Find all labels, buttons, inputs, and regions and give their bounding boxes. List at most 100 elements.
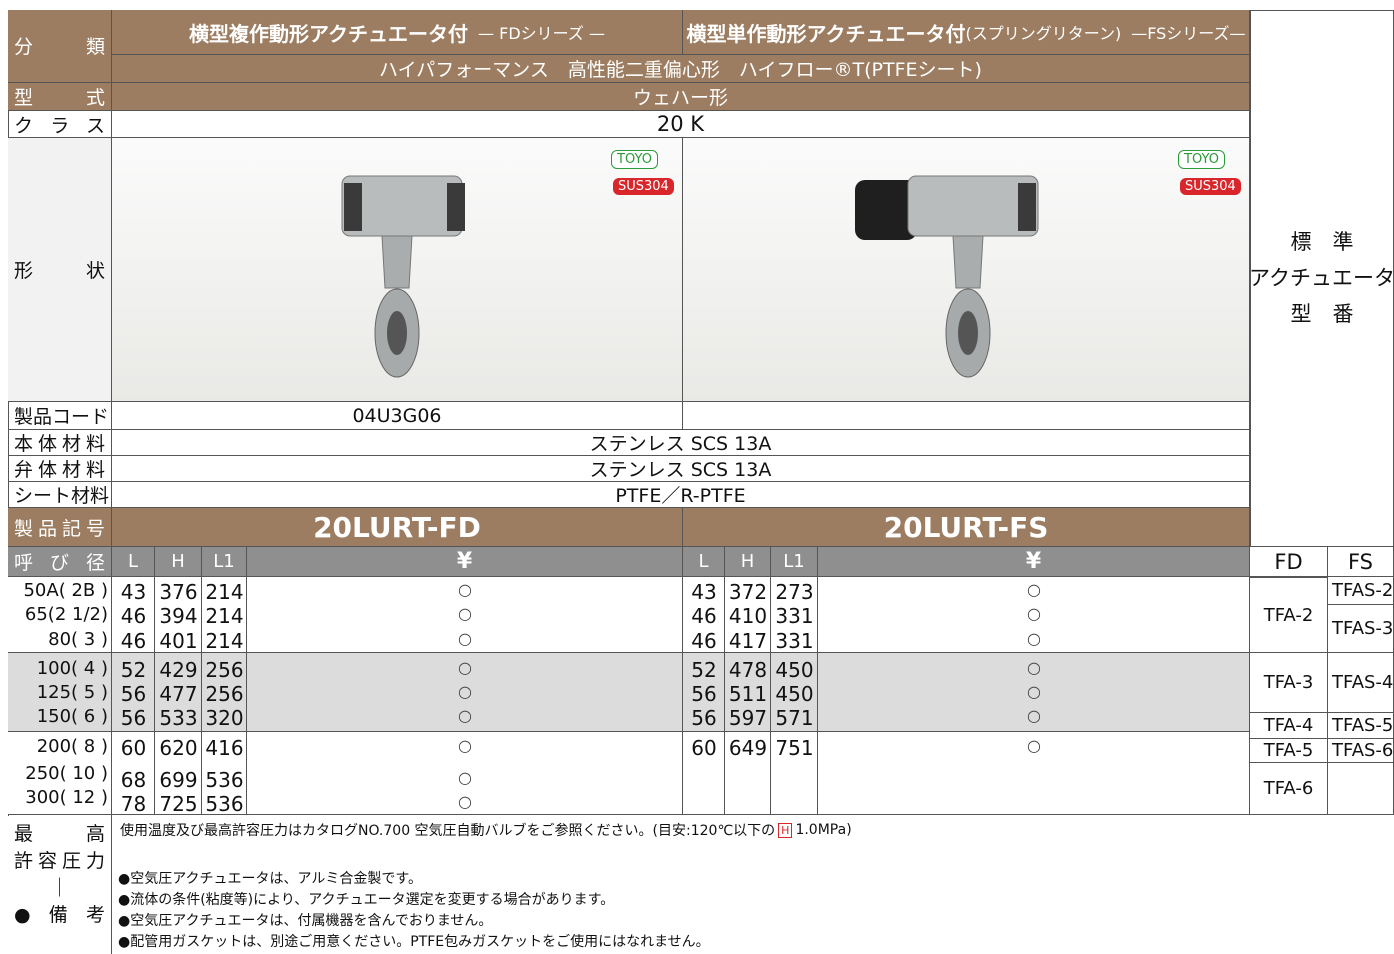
series-title: 横型単作動形アクチュエータ付 (スプリングリターン) —FSシリーズ—: [683, 10, 1250, 55]
column-header: ¥: [247, 547, 683, 577]
footer-label-line: ●備考: [14, 904, 105, 926]
series-title-text: 横型複作動形アクチュエータ付: [189, 21, 469, 46]
row-label-text: 製品コード: [14, 406, 110, 428]
actuator-model: TFAS-4: [1328, 653, 1394, 713]
actuator-header: 標 準アクチュエータ型 番: [1249, 10, 1394, 547]
note-item: ●空気圧アクチュエータは、アルミ合金製です。: [118, 871, 422, 887]
nominal-size: 250( 10 ): [25, 763, 108, 784]
row-band: [8, 577, 1250, 653]
cell-value: 536: [205, 768, 244, 792]
nominal-size: 100( 4 ): [36, 658, 108, 679]
column-strip: [247, 577, 683, 815]
cell-value: ○: [1027, 682, 1041, 701]
note-item: ●流体の条件(粘度等)により、アクチュエータ選定を変更する場合があります。: [118, 892, 615, 908]
body-material: ステンレス SCS 13A: [112, 430, 1250, 456]
material-badge: SUS304: [613, 178, 674, 195]
column-strip: [112, 577, 155, 815]
pressure-note: 使用温度及び最高許容圧力はカタログNO.700 空気圧自動バルブをご参照ください…: [120, 820, 852, 840]
column-strip: [202, 577, 247, 815]
row-label-text: 本体材料: [14, 433, 105, 455]
cell-value: 533: [159, 706, 198, 730]
nominal-size: 150( 6 ): [36, 706, 108, 727]
cell-value: 256: [205, 682, 244, 706]
cell-value: 417: [728, 629, 768, 653]
cell-value: 56: [691, 682, 717, 706]
row-label: シート材料: [8, 482, 112, 508]
cell-value: 410: [728, 604, 768, 628]
row-label-text: 製品記号: [14, 517, 105, 540]
nominal-size: 80( 3 ): [48, 629, 108, 650]
cell-value: ○: [1027, 706, 1041, 725]
cell-value: ○: [458, 768, 472, 787]
row-label-text: クラス: [14, 114, 105, 137]
note-item: ●配管用ガスケットは、別途ご用意ください。PTFE包みガスケットをご使用にはなれ…: [118, 934, 710, 950]
actuator-header-line: アクチュエータ: [1249, 266, 1394, 290]
cell-value: ○: [458, 706, 472, 725]
performance: ハイパフォーマンス 高性能二重偏心形 ハイフロー®T(PTFEシート): [112, 55, 1250, 83]
cell-value: ○: [1027, 658, 1041, 677]
nominal-size: 300( 12 ): [25, 787, 108, 808]
disc-material: ステンレス SCS 13A: [112, 456, 1250, 482]
footer-label: 最高 許容圧力 ｜ ●備考: [8, 815, 112, 954]
cell-value: ○: [458, 736, 472, 755]
cell-value: 372: [728, 580, 768, 604]
row-label-text: 形状: [14, 260, 105, 282]
cell-value: 620: [159, 736, 198, 760]
cell-value: 68: [120, 768, 147, 792]
seat-material: PTFE／R-PTFE: [112, 482, 1250, 508]
product-code-empty: [683, 402, 1250, 430]
cell-value: ○: [458, 792, 472, 811]
column-header: L: [112, 547, 155, 577]
row-label: 形状: [8, 138, 112, 402]
cell-value: ○: [1027, 580, 1041, 599]
footer-label-line: ｜: [49, 877, 69, 899]
cell-value: 273: [775, 580, 814, 604]
cell-value: 46: [691, 629, 717, 653]
row-label: クラス: [8, 111, 112, 138]
cell-value: 511: [728, 682, 768, 706]
column-header: L1: [771, 547, 818, 577]
nominal-size: 65(2 1/2): [24, 604, 108, 625]
actuator-model: TFA-6: [1250, 763, 1328, 815]
pressure-note-text: 1.0MPa): [795, 822, 852, 838]
cell-value: 416: [205, 736, 244, 760]
row-label: 製品コード: [8, 402, 112, 430]
pressure-note-text: 使用温度及び最高許容圧力はカタログNO.700 空気圧自動バルブをご参照ください…: [120, 823, 776, 839]
column-strip: [771, 577, 818, 815]
column-header: L1: [202, 547, 247, 577]
cell-value: 56: [120, 682, 147, 706]
cell-value: ○: [458, 629, 472, 648]
cell-value: 52: [120, 658, 147, 682]
column-header: L: [683, 547, 725, 577]
cell-value: 60: [691, 736, 717, 760]
series-note: — FDシリーズ —: [478, 24, 605, 43]
actuator-header-line: 型 番: [1290, 302, 1354, 326]
cell-value: 331: [775, 604, 814, 628]
actuator-column: FS: [1328, 547, 1394, 577]
cell-value: ○: [1027, 604, 1041, 623]
product-symbol: 20LURT-FD: [112, 508, 683, 547]
cell-value: 429: [159, 658, 198, 682]
row-label: 型式: [8, 83, 112, 111]
cell-value: 699: [159, 768, 198, 792]
cell-value: 52: [691, 658, 717, 682]
cell-value: 214: [205, 604, 244, 628]
cell-value: ○: [458, 580, 472, 599]
cell-value: 43: [120, 580, 147, 604]
row-label-text: 型式: [14, 87, 105, 109]
cell-value: 597: [728, 706, 768, 730]
product-image: [112, 138, 683, 402]
product-code: 04U3G06: [112, 402, 683, 430]
cell-value: 450: [775, 682, 814, 706]
row-label: 本体材料: [8, 430, 112, 456]
footer-label-line: 許容圧力: [14, 850, 105, 872]
column-strip: [725, 577, 771, 815]
cell-value: 376: [159, 580, 198, 604]
actuator-column: FD: [1250, 547, 1328, 577]
cell-value: 78: [120, 792, 147, 816]
note-item: ●空気圧アクチュエータは、付属機器を含んでおりません。: [118, 913, 493, 929]
cell-value: ○: [1027, 629, 1041, 648]
cell-value: 46: [120, 604, 147, 628]
row-label-text: 呼び径: [14, 552, 105, 574]
